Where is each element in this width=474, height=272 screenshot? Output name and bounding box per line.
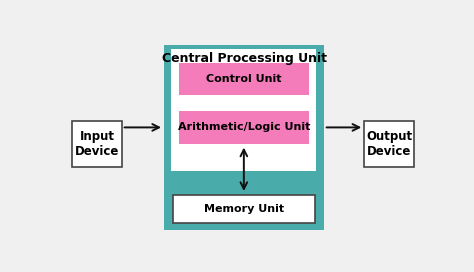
Text: Output
Device: Output Device [366, 130, 412, 158]
Text: Arithmetic/Logic Unit: Arithmetic/Logic Unit [178, 122, 310, 132]
Bar [164, 45, 324, 230]
Bar [72, 120, 122, 167]
Text: Input
Device: Input Device [75, 130, 119, 158]
Bar [171, 50, 316, 171]
Text: Central Processing Unit: Central Processing Unit [162, 52, 327, 65]
Text: Control Unit: Control Unit [206, 74, 282, 84]
Bar [173, 195, 315, 223]
Text: Memory Unit: Memory Unit [204, 204, 284, 214]
Bar [179, 63, 309, 95]
Bar [179, 111, 309, 144]
Bar [364, 120, 414, 167]
